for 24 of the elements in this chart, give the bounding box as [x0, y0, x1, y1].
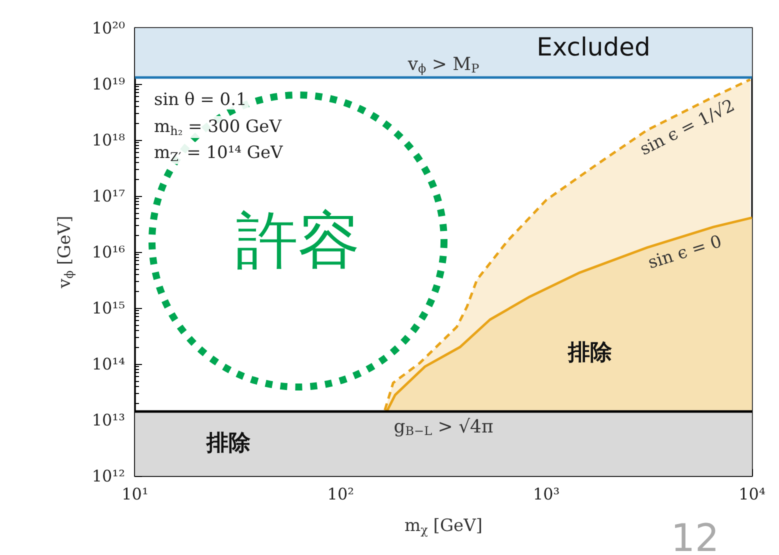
y-tick-label: 10¹⁶	[92, 242, 125, 262]
y-tick-label: 10²⁰	[92, 18, 125, 38]
y-tick-label: 10¹⁵	[92, 298, 125, 318]
y-tick-label: 10¹⁸	[92, 130, 125, 150]
y-tick-label: 10¹⁹	[92, 74, 126, 94]
y-tick-label: 10¹⁴	[92, 354, 125, 374]
text: 12	[670, 516, 720, 555]
series-label: sin ϵ = 0	[646, 232, 724, 274]
series-label: sin ϵ = 1/√2	[636, 96, 738, 160]
annotation: 許容	[236, 204, 360, 276]
band-label: Excluded	[536, 32, 650, 62]
x-tick-label: 10³	[532, 484, 560, 504]
y-tick-label: 10¹⁷	[92, 186, 125, 206]
x-tick-label: 10²	[327, 484, 354, 504]
annotation: sin θ = 0.1	[154, 90, 247, 110]
y-axis-title: vϕ [GeV]	[55, 216, 76, 290]
ref-line-label: gB−L > √4π	[394, 416, 494, 438]
x-tick-label: 10¹	[122, 484, 148, 504]
annotation: 排除	[567, 340, 613, 366]
y-tick-label: 10¹²	[92, 466, 125, 486]
ref-line-label: vϕ > MP	[406, 54, 480, 76]
x-tick-label: 10⁴	[738, 484, 766, 504]
y-tick-label: 10¹³	[92, 410, 125, 430]
band-label: 排除	[206, 430, 252, 456]
